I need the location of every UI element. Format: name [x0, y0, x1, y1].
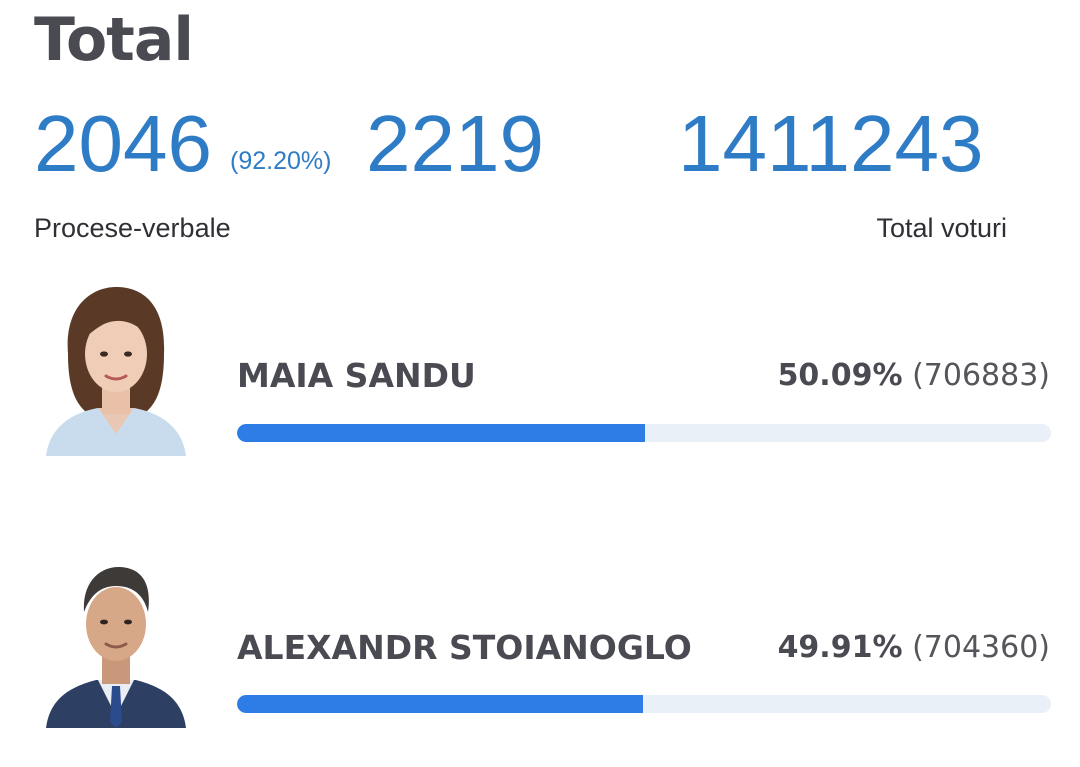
candidate-stats: 50.09% (706883) [778, 356, 1050, 396]
candidate-progress-track [237, 695, 1051, 713]
candidate-percent: 50.09% [777, 358, 903, 393]
total-votes-label: Total voturi [876, 213, 1007, 243]
total-votes-count: 1411243 [678, 99, 984, 188]
candidate-progress-fill [237, 424, 645, 442]
page-title: Total [34, 5, 194, 75]
processed-label: Procese-verbale [34, 213, 231, 243]
candidate-progress-track [237, 424, 1051, 442]
candidate-progress-fill [237, 695, 644, 713]
candidate-percent: 49.91% [777, 630, 903, 665]
processed-percent: (92.20%) [230, 147, 332, 175]
processed-count: 2046 [34, 99, 212, 188]
woman-portrait-icon [46, 284, 186, 456]
man-portrait-icon [46, 556, 186, 728]
candidate-name: ALEXANDR STOIANOGLO [237, 628, 692, 667]
candidate-votes: (706883) [912, 358, 1050, 393]
candidate-votes: (704360) [912, 630, 1050, 665]
total-stations-count: 2219 [366, 99, 544, 188]
candidate-stats: 49.91% (704360) [778, 628, 1050, 668]
candidate-name: MAIA SANDU [237, 356, 476, 395]
